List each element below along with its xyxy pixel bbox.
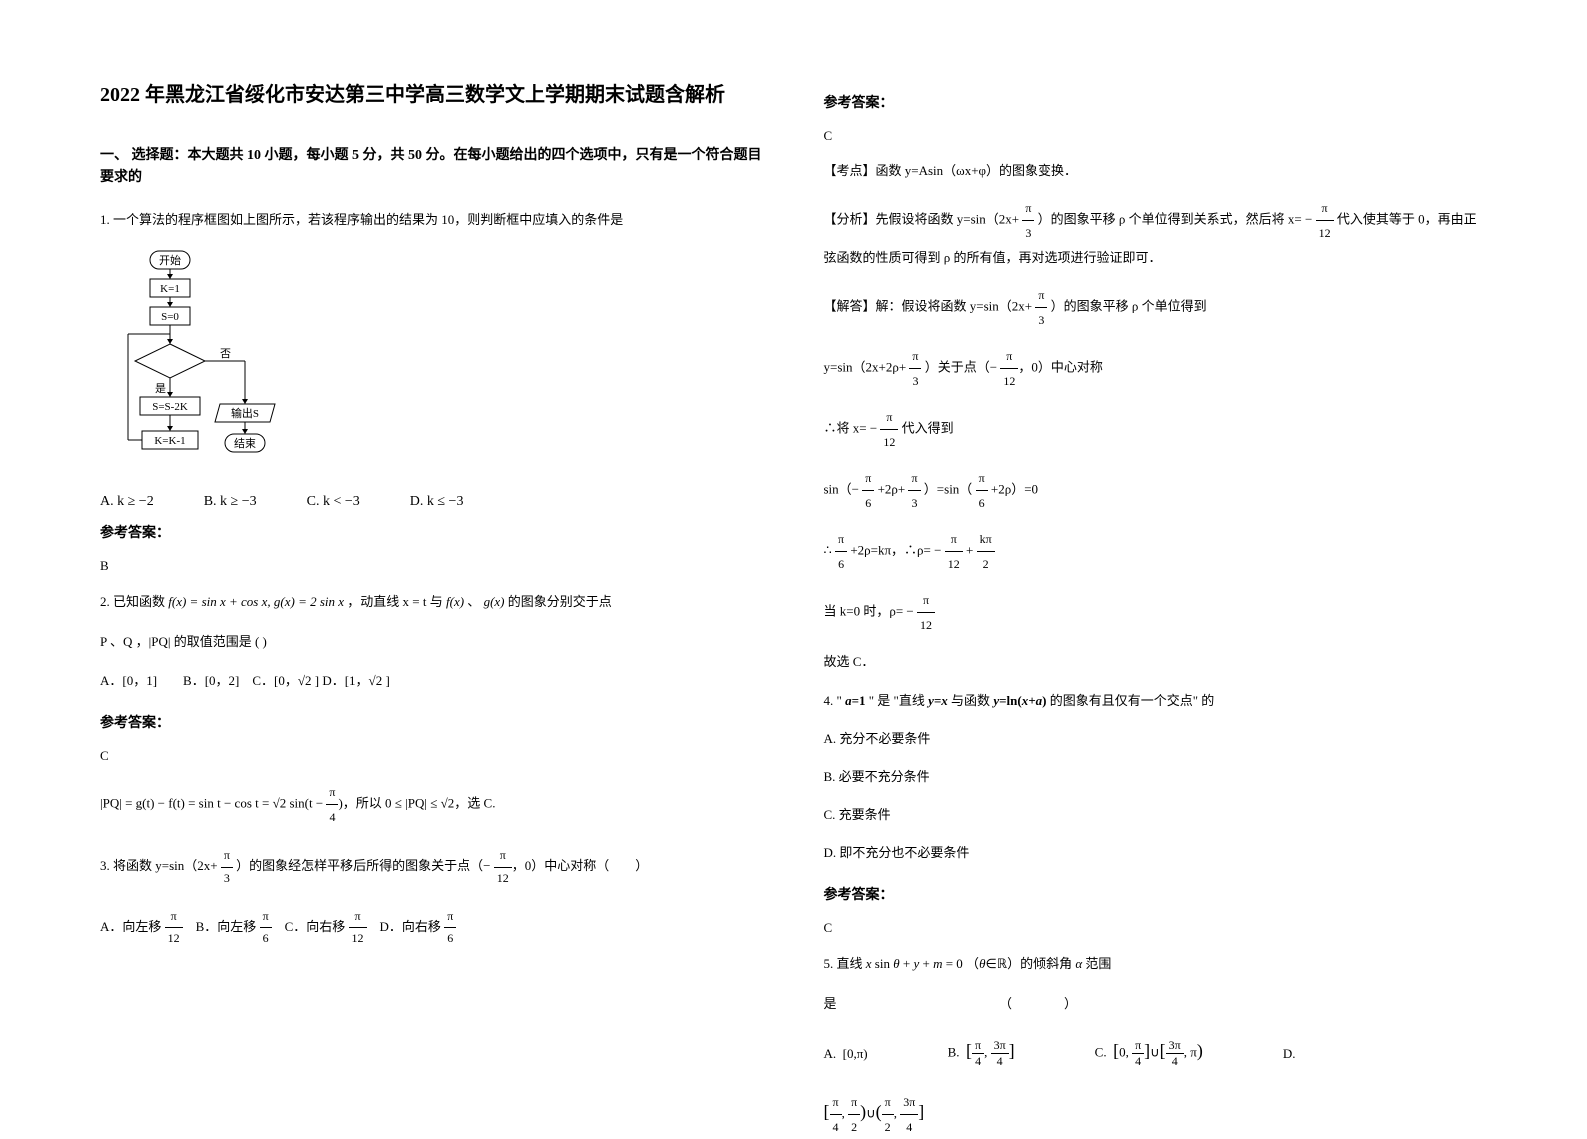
q3-explain2: 【分析】先假设将函数 y=sin（2x+ π3 ）的图象平移 ρ 个单位得到关系… — [824, 196, 1488, 271]
flow-no: 否 — [220, 348, 231, 360]
q5-text2: 是 （ ） — [824, 992, 1488, 1015]
q4-answer-label: 参考答案： — [824, 884, 1488, 904]
q4-opt-b: B. 必要不充分条件 — [824, 764, 1488, 790]
q3-step1: y=sin（2x+2ρ+ π3 ）关于点（− π12，0）中心对称 — [824, 344, 1488, 393]
q1-opt-a: A. k ≥ −2 — [100, 494, 154, 510]
q1-opt-d: D. k ≤ −3 — [410, 494, 464, 510]
q4-opt-a: A. 充分不必要条件 — [824, 726, 1488, 752]
q3-answer: C — [824, 128, 1488, 144]
q1-flowchart: 开始 K=1 S=0 否 是 S=S-2K — [120, 249, 764, 484]
q1-answer: B — [100, 558, 764, 574]
q1-opt-b: B. k ≥ −3 — [204, 494, 257, 510]
q3-solution-label: 【解答】解：假设将函数 y=sin（2x+ π3 ）的图象平移 ρ 个单位得到 — [824, 283, 1488, 332]
left-column: 2022 年黑龙江省绥化市安达第三中学高三数学文上学期期末试题含解析 一、 选择… — [100, 80, 764, 1042]
flow-yes: 是 — [155, 382, 166, 395]
q5-opt-d-line2: [π4, π2)∪(π2, 3π4] — [824, 1090, 1488, 1139]
q5-opt-c: C. [0, π4]∪[3π4, π) — [1095, 1038, 1203, 1069]
exam-title: 2022 年黑龙江省绥化市安达第三中学高三数学文上学期期末试题含解析 — [100, 80, 764, 110]
flow-k1: K=1 — [160, 283, 180, 295]
q3-explain1: 【考点】函数 y=Asin（ωx+φ）的图象变换． — [824, 158, 1488, 184]
q5-opt-b: B. [π4, 3π4] — [948, 1038, 1015, 1069]
q2-line2: P 、Q ，|PQ| 的取值范围是 ( ) — [100, 630, 764, 653]
q3-step2: ∴将 x= − π12 代入得到 — [824, 405, 1488, 454]
section1-heading: 一、 选择题：本大题共 10 小题，每小题 5 分，共 50 分。在每小题给出的… — [100, 145, 764, 190]
q2-options: A．[0，1] B．[0，2] C．[0，√2 ] D．[1，√2 ] — [100, 669, 764, 692]
q5-options-row1: A. [0,π) B. [π4, 3π4] C. [0, π4]∪[3π4, π… — [824, 1038, 1488, 1069]
q1-options: A. k ≥ −2 B. k ≥ −3 C. k < −3 D. k ≤ −3 — [100, 494, 764, 510]
q3-step4: ∴ π6 +2ρ=kπ，∴ρ= − π12 + kπ2 — [824, 527, 1488, 576]
q2-answer: C — [100, 748, 764, 764]
q3-step3: sin（− π6 +2ρ+ π3 ）=sin（ π6 +2ρ）=0 — [824, 466, 1488, 515]
q4-answer: C — [824, 920, 1488, 936]
q4-opt-c: C. 充要条件 — [824, 802, 1488, 828]
q3-conclusion: 故选 C． — [824, 649, 1488, 675]
q1-answer-label: 参考答案： — [100, 522, 764, 542]
q3-answer-label: 参考答案： — [824, 92, 1488, 112]
flow-end: 结束 — [234, 437, 256, 450]
flow-k-update: K=K-1 — [154, 435, 185, 447]
q2-text: 2. 已知函数 f(x) = sin x + cos x, g(x) = 2 s… — [100, 590, 764, 613]
flow-s0: S=0 — [161, 311, 179, 323]
flow-output: 输出S — [231, 406, 259, 420]
q2-solution: |PQ| = g(t) − f(t) = sin t − cos t = √2 … — [100, 780, 764, 829]
q1-text: 1. 一个算法的程序框图如上图所示，若该程序输出的结果为 10，则判断框中应填入… — [100, 208, 764, 231]
q3-text: 3. 将函数 y=sin（2x+ π3 ）的图象经怎样平移后所得的图象关于点（−… — [100, 845, 764, 889]
q2-answer-label: 参考答案： — [100, 712, 764, 732]
right-column: 参考答案： C 【考点】函数 y=Asin（ωx+φ）的图象变换． 【分析】先假… — [824, 80, 1488, 1042]
q4-opt-d: D. 即不充分也不必要条件 — [824, 840, 1488, 866]
q3-options: A．向左移 π12 B．向左移 π6 C．向右移 π12 D．向右移 π6 — [100, 906, 764, 950]
q1-opt-c: C. k < −3 — [307, 494, 360, 510]
q5-opt-d: D. — [1283, 1046, 1296, 1062]
q3-step5: 当 k=0 时，ρ= − π12 — [824, 588, 1488, 637]
flowchart-svg: 开始 K=1 S=0 否 是 S=S-2K — [120, 249, 320, 484]
q5-opt-a: A. [0,π) — [824, 1046, 868, 1062]
flow-s-update: S=S-2K — [152, 401, 188, 413]
q4-text: 4. " a=1 " 是 "直线 y=x 与函数 y=ln(x+a) 的图象有且… — [824, 689, 1488, 712]
q5-text: 5. 直线 x sin θ + y + m = 0 （θ∈ℝ）的倾斜角 α 范围 — [824, 952, 1488, 975]
flow-start: 开始 — [159, 253, 181, 267]
